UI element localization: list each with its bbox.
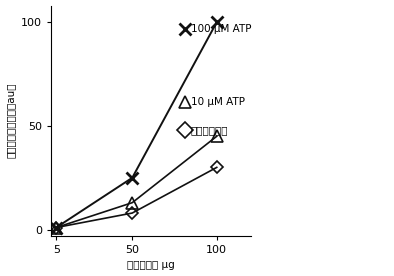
- Text: 100 μM ATP: 100 μM ATP: [191, 23, 251, 34]
- Text: 10 μM ATP: 10 μM ATP: [191, 97, 245, 107]
- Y-axis label: 規格化された活性（au）: 規格化された活性（au）: [6, 83, 15, 158]
- Text: ベースライン: ベースライン: [191, 125, 228, 135]
- X-axis label: たんぱく質 μg: たんぱく質 μg: [127, 261, 175, 270]
